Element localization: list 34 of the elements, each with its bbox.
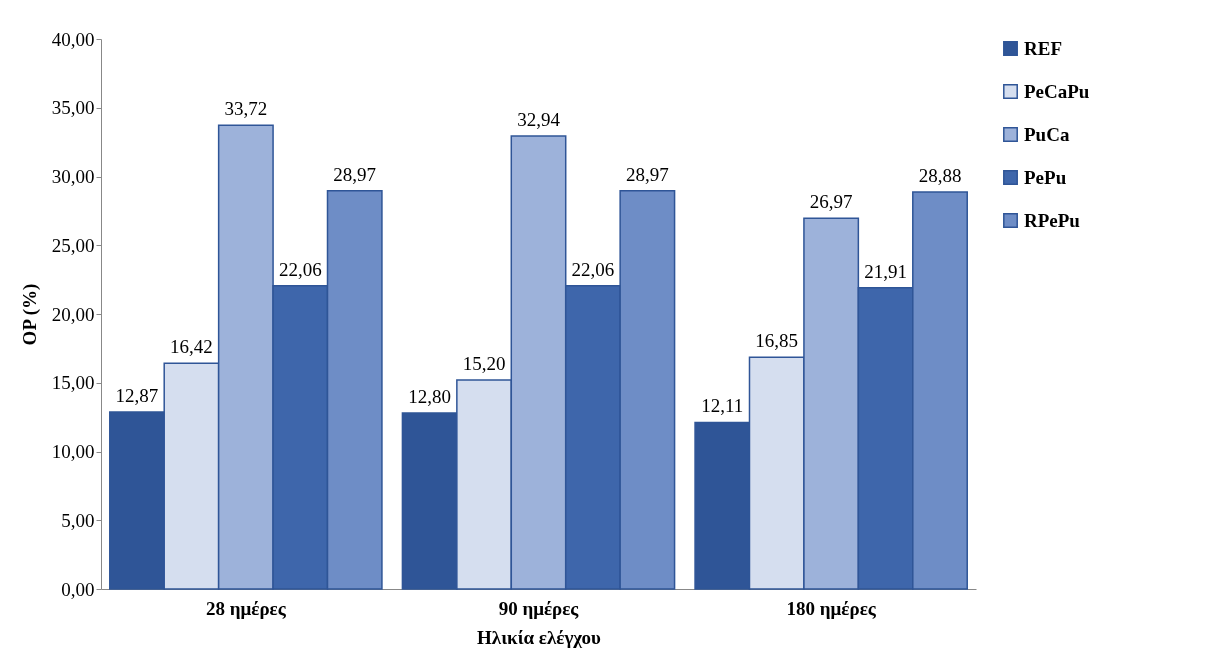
y-tick-label: 5,00 — [61, 509, 95, 531]
data-label: 22,06 — [278, 258, 322, 280]
x-tick-label: 90 ημέρες — [498, 597, 580, 619]
y-tick-label: 20,00 — [51, 303, 95, 325]
x-tick-label: 28 ημέρες — [205, 597, 287, 619]
legend-label: REF — [1024, 37, 1062, 59]
data-label: 12,11 — [701, 395, 744, 417]
y-tick-label: 25,00 — [51, 234, 95, 256]
y-tick-label: 30,00 — [51, 166, 95, 187]
y-axis-title: OP (%) — [18, 283, 41, 346]
legend-label: PePu — [1024, 166, 1067, 188]
data-label: 12,87 — [115, 385, 159, 407]
data-label: 15,20 — [462, 353, 506, 374]
legend-label: PeCaPu — [1024, 80, 1090, 102]
data-label: 28,88 — [918, 164, 962, 186]
y-tick-label: 15,00 — [51, 372, 95, 394]
y-tick-label: 35,00 — [51, 97, 95, 119]
data-label: 33,72 — [224, 98, 268, 120]
legend-label: PuCa — [1024, 123, 1070, 145]
x-axis-title: Ηλικία ελέγχου — [477, 626, 602, 648]
y-tick-label: 0,00 — [61, 578, 95, 600]
x-tick-label: 180 ημέρες — [786, 597, 877, 619]
y-tick-label: 10,00 — [51, 441, 95, 462]
legend-label: RPePu — [1024, 209, 1081, 231]
data-label: 28,97 — [625, 163, 669, 185]
data-label: 32,94 — [517, 109, 561, 131]
data-label: 16,42 — [170, 336, 213, 358]
data-label: 28,97 — [333, 163, 377, 185]
data-label: 22,06 — [571, 258, 615, 280]
data-label: 21,91 — [864, 260, 907, 282]
data-label: 16,85 — [755, 330, 799, 352]
data-label: 26,97 — [809, 191, 853, 213]
y-tick-label: 40,00 — [51, 28, 95, 50]
data-label: 12,80 — [408, 386, 452, 407]
